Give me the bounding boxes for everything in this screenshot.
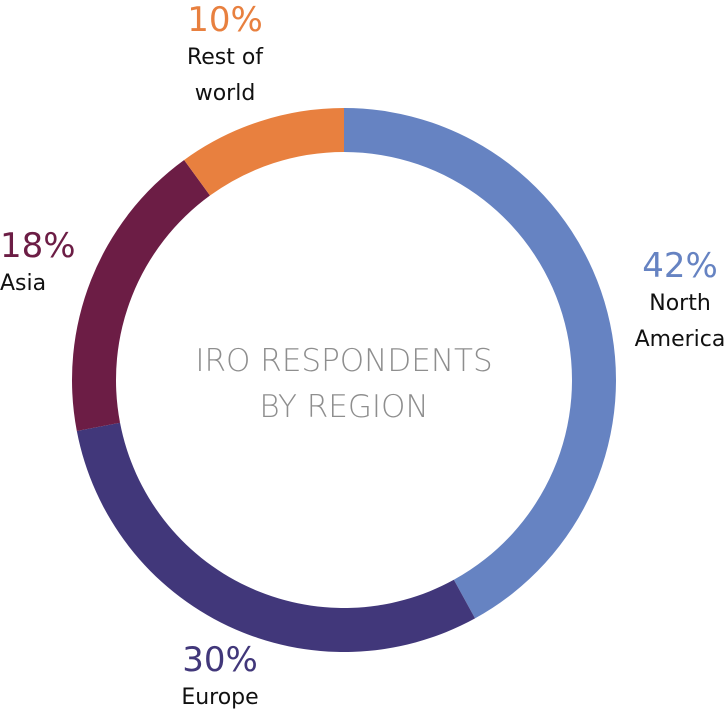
value-label: 10% bbox=[187, 0, 263, 40]
donut-slice bbox=[184, 108, 344, 196]
category-label: Asia bbox=[0, 271, 47, 296]
slice-label: 30% Europe bbox=[160, 640, 280, 716]
donut-slice bbox=[76, 422, 476, 652]
category-label: Rest of world bbox=[186, 45, 264, 106]
slice-label: 10% Rest of world bbox=[160, 0, 290, 112]
slice-label: 18% Asia bbox=[0, 226, 80, 302]
value-label: 42% bbox=[642, 246, 718, 286]
slice-label: 42% North America bbox=[620, 246, 728, 358]
donut-slice bbox=[344, 108, 616, 619]
chart-title: IRO RESPONDENTS BY REGION bbox=[195, 343, 493, 425]
donut-slice bbox=[72, 159, 210, 431]
value-label: 18% bbox=[0, 226, 76, 266]
category-label: North America bbox=[634, 291, 726, 352]
category-label: Europe bbox=[181, 685, 259, 710]
value-label: 30% bbox=[182, 640, 258, 680]
